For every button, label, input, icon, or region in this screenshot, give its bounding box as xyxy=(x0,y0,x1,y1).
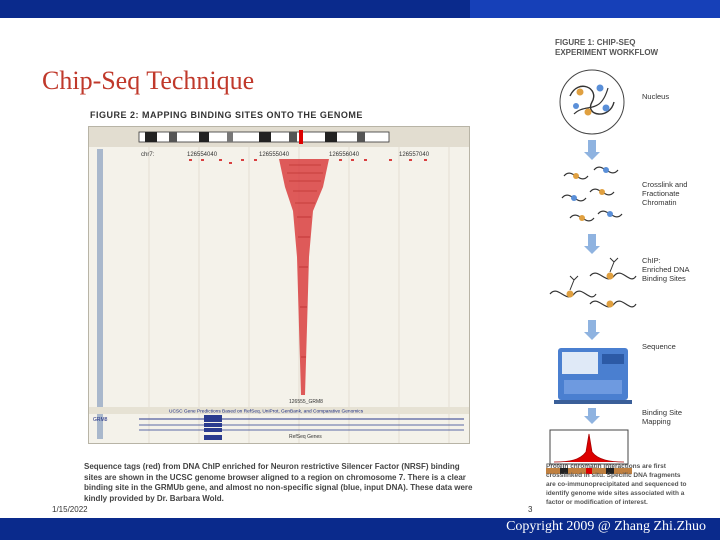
protein-dots xyxy=(571,167,613,221)
chromosome-ideogram xyxy=(138,130,390,144)
chromatin-fragments-icon xyxy=(561,166,623,222)
peak-label: 126555_GRM8 xyxy=(289,399,323,405)
coord-label: chr7: xyxy=(141,152,155,158)
browser-toolbar xyxy=(89,127,469,147)
sequencer-icon xyxy=(554,348,632,404)
workflow-diagram xyxy=(546,69,637,474)
workflow-step-mapping: Binding Site Mapping xyxy=(642,408,683,426)
workflow-step-crosslink: Crosslink and Fractionate Chromatin xyxy=(642,180,688,207)
browser-tracks: chr7: 126554040 126555040 126556040 1265… xyxy=(89,147,469,443)
copyright-text: Copyright 2009 @ Zhang Zhi.Zhuo xyxy=(506,519,706,534)
genome-browser-figure: chr7: 126554040 126555040 126556040 1265… xyxy=(88,126,470,444)
nucleus-icon xyxy=(559,69,625,135)
figure2-title: FIGURE 2: MAPPING BINDING SITES ONTO THE… xyxy=(90,110,363,120)
refseq-label: RefSeq Genes xyxy=(289,434,322,440)
coord-label: 126556040 xyxy=(329,152,360,158)
slide-page-number: 3 xyxy=(528,505,533,514)
gene-label: GRM8 xyxy=(93,417,108,423)
antibody-icons xyxy=(566,257,619,308)
binding-site-mapping-icon xyxy=(546,429,632,474)
workflow-figure: FIGURE 1: CHIP-SEQ EXPERIMENT WORKFLOW xyxy=(540,30,690,516)
arrow-icon xyxy=(584,320,600,340)
arrow-icon xyxy=(584,408,600,424)
figure1-title: FIGURE 1: CHIP-SEQ EXPERIMENT WORKFLOW xyxy=(555,38,659,57)
gene-track-label: UCSC Gene Predictions Based on RefSeq, U… xyxy=(169,409,364,415)
binding-peak xyxy=(279,159,329,395)
tracks-svg: chr7: 126554040 126555040 126556040 1265… xyxy=(89,147,469,443)
arrow-icon xyxy=(584,140,600,160)
workflow-step-sequence: Sequence xyxy=(642,342,676,351)
sparse-reads xyxy=(189,159,427,164)
coord-label: 126554040 xyxy=(187,152,218,158)
coord-label: 126555040 xyxy=(259,152,290,158)
workflow-step-chip: ChIP: Enriched DNA Binding Sites xyxy=(642,256,690,283)
workflow-step-nucleus: Nucleus xyxy=(642,92,670,101)
coord-label: 126557040 xyxy=(399,152,430,158)
figure2-caption: Sequence tags (red) from DNA ChIP enrich… xyxy=(84,462,473,503)
slide-date: 1/15/2022 xyxy=(52,505,88,514)
top-bar-accent xyxy=(470,0,720,18)
arrow-icon xyxy=(584,234,600,254)
slide-title: Chip-Seq Technique xyxy=(42,66,255,95)
figure1-caption: Protein chromatin interactions are first… xyxy=(546,463,687,506)
top-bar xyxy=(0,0,720,18)
bottom-bar: Copyright 2009 @ Zhang Zhi.Zhuo xyxy=(0,518,720,540)
input-tracks xyxy=(139,415,464,432)
chip-fragments-icon xyxy=(549,272,637,308)
